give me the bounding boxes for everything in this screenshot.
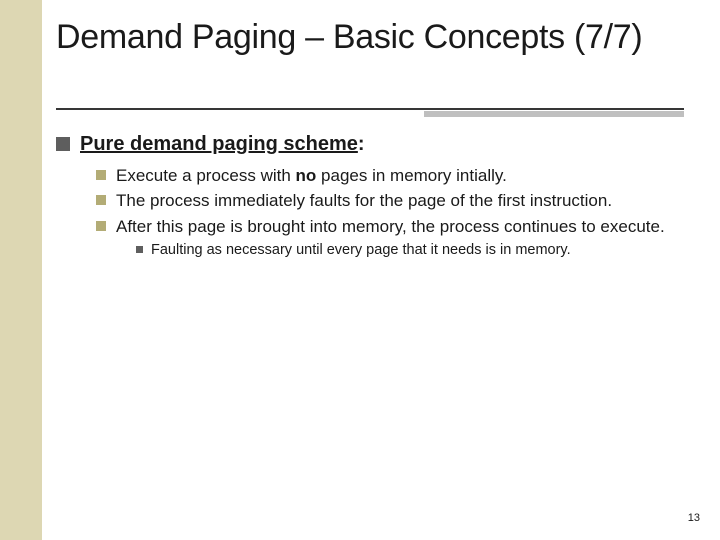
bullet-level2: The process immediately faults for the p…: [96, 190, 676, 211]
bullet-level2-text: Execute a process with no pages in memor…: [116, 165, 507, 186]
slide-title: Demand Paging – Basic Concepts (7/7): [56, 18, 676, 57]
bullet-level3-list: Faulting as necessary until every page t…: [136, 241, 676, 260]
page-number: 13: [688, 512, 700, 524]
sidebar-accent: [0, 0, 42, 540]
bullet-level2: After this page is brought into memory, …: [96, 216, 676, 237]
bullet-level2: Execute a process with no pages in memor…: [96, 165, 676, 186]
bullet-level2-list: Execute a process with no pages in memor…: [96, 165, 676, 260]
square-bullet-icon: [136, 246, 143, 253]
square-bullet-icon: [96, 221, 106, 231]
l1-suffix: :: [358, 133, 365, 155]
bullet-level1: Pure demand paging scheme:: [56, 132, 676, 157]
bullet-level3-text: Faulting as necessary until every page t…: [151, 241, 571, 260]
bullet-level3: Faulting as necessary until every page t…: [136, 241, 676, 260]
l1-underlined: Pure demand paging scheme: [80, 133, 358, 155]
bullet-level1-text: Pure demand paging scheme:: [80, 132, 365, 157]
title-rule-line: [56, 108, 684, 110]
title-rule-shadow: [424, 111, 684, 117]
bullet-level2-text: After this page is brought into memory, …: [116, 216, 665, 237]
square-bullet-icon: [96, 170, 106, 180]
title-area: Demand Paging – Basic Concepts (7/7): [56, 18, 676, 57]
title-rule: [56, 108, 684, 114]
square-bullet-icon: [96, 195, 106, 205]
bullet-level2-text: The process immediately faults for the p…: [116, 190, 612, 211]
square-bullet-icon: [56, 137, 70, 151]
slide: Demand Paging – Basic Concepts (7/7) Pur…: [0, 0, 720, 540]
content-area: Pure demand paging scheme: Execute a pro…: [56, 132, 676, 264]
